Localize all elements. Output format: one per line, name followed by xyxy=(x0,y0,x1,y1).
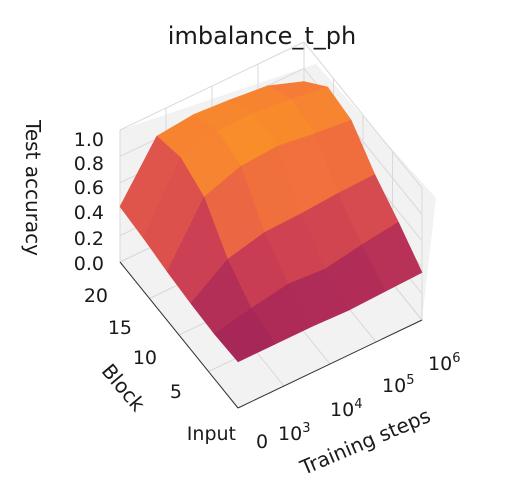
steps-tick-label: 103 xyxy=(278,421,310,445)
block-tick-label: 15 xyxy=(108,317,132,339)
z-tick-label: 0.0 xyxy=(74,253,104,275)
z-tick-label: 0.8 xyxy=(74,153,104,175)
block-tick-label: 20 xyxy=(84,285,108,307)
block-tick-label: 5 xyxy=(170,381,182,403)
z-axis-ticks: 0.0 0.2 0.4 0.6 0.8 1.0 xyxy=(74,129,104,275)
z-tick-label: 0.2 xyxy=(74,228,104,250)
z-tick-label: 0.6 xyxy=(74,177,104,199)
accuracy-surface xyxy=(119,81,423,363)
block-axis-line xyxy=(119,261,239,409)
z-tick-label: 1.0 xyxy=(74,129,104,151)
z-axis-label: Test accuracy xyxy=(21,119,45,256)
steps-tick-label: 0 xyxy=(256,431,268,453)
surface-patch xyxy=(213,307,276,363)
z-tick-label: 0.4 xyxy=(74,202,104,224)
block-tick-label: 10 xyxy=(133,347,157,369)
steps-tick-label: 104 xyxy=(330,397,362,421)
block-tick-label: Input xyxy=(187,423,236,445)
steps-tick-label: 105 xyxy=(382,373,414,397)
block-axis-ticks: Input 5 10 15 20 xyxy=(84,285,236,445)
steps-axis-ticks: 0 103 104 105 106 xyxy=(256,351,461,453)
steps-axis-line xyxy=(237,319,423,409)
steps-tick-label: 106 xyxy=(428,351,460,375)
steps-axis-label: Training steps xyxy=(296,403,434,480)
chart-title: imbalance_t_ph xyxy=(168,22,356,50)
